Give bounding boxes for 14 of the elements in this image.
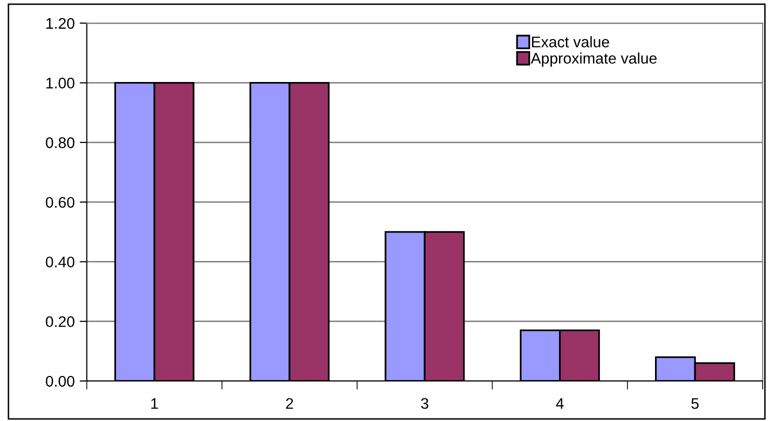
y-tick-label: 0.40: [46, 256, 74, 268]
y-tick-label: 1.20: [46, 18, 74, 29]
y-tick-label: 0.80: [46, 137, 74, 148]
x-tick-label: 3: [421, 398, 428, 409]
x-tick-label: 2: [286, 398, 294, 409]
legend-label: Exact value: [532, 36, 610, 48]
x-tick-label: 1: [151, 398, 158, 409]
x-tick-label: 4: [556, 398, 564, 409]
y-tick-label: 1.00: [46, 78, 74, 88]
y-tick-label: 0.20: [46, 316, 74, 328]
x-tick-label: 5: [691, 398, 699, 409]
y-tick-label: 0.60: [46, 196, 74, 208]
legend-label: Approximate value: [530, 52, 657, 67]
y-tick-label: 0.00: [46, 376, 74, 387]
